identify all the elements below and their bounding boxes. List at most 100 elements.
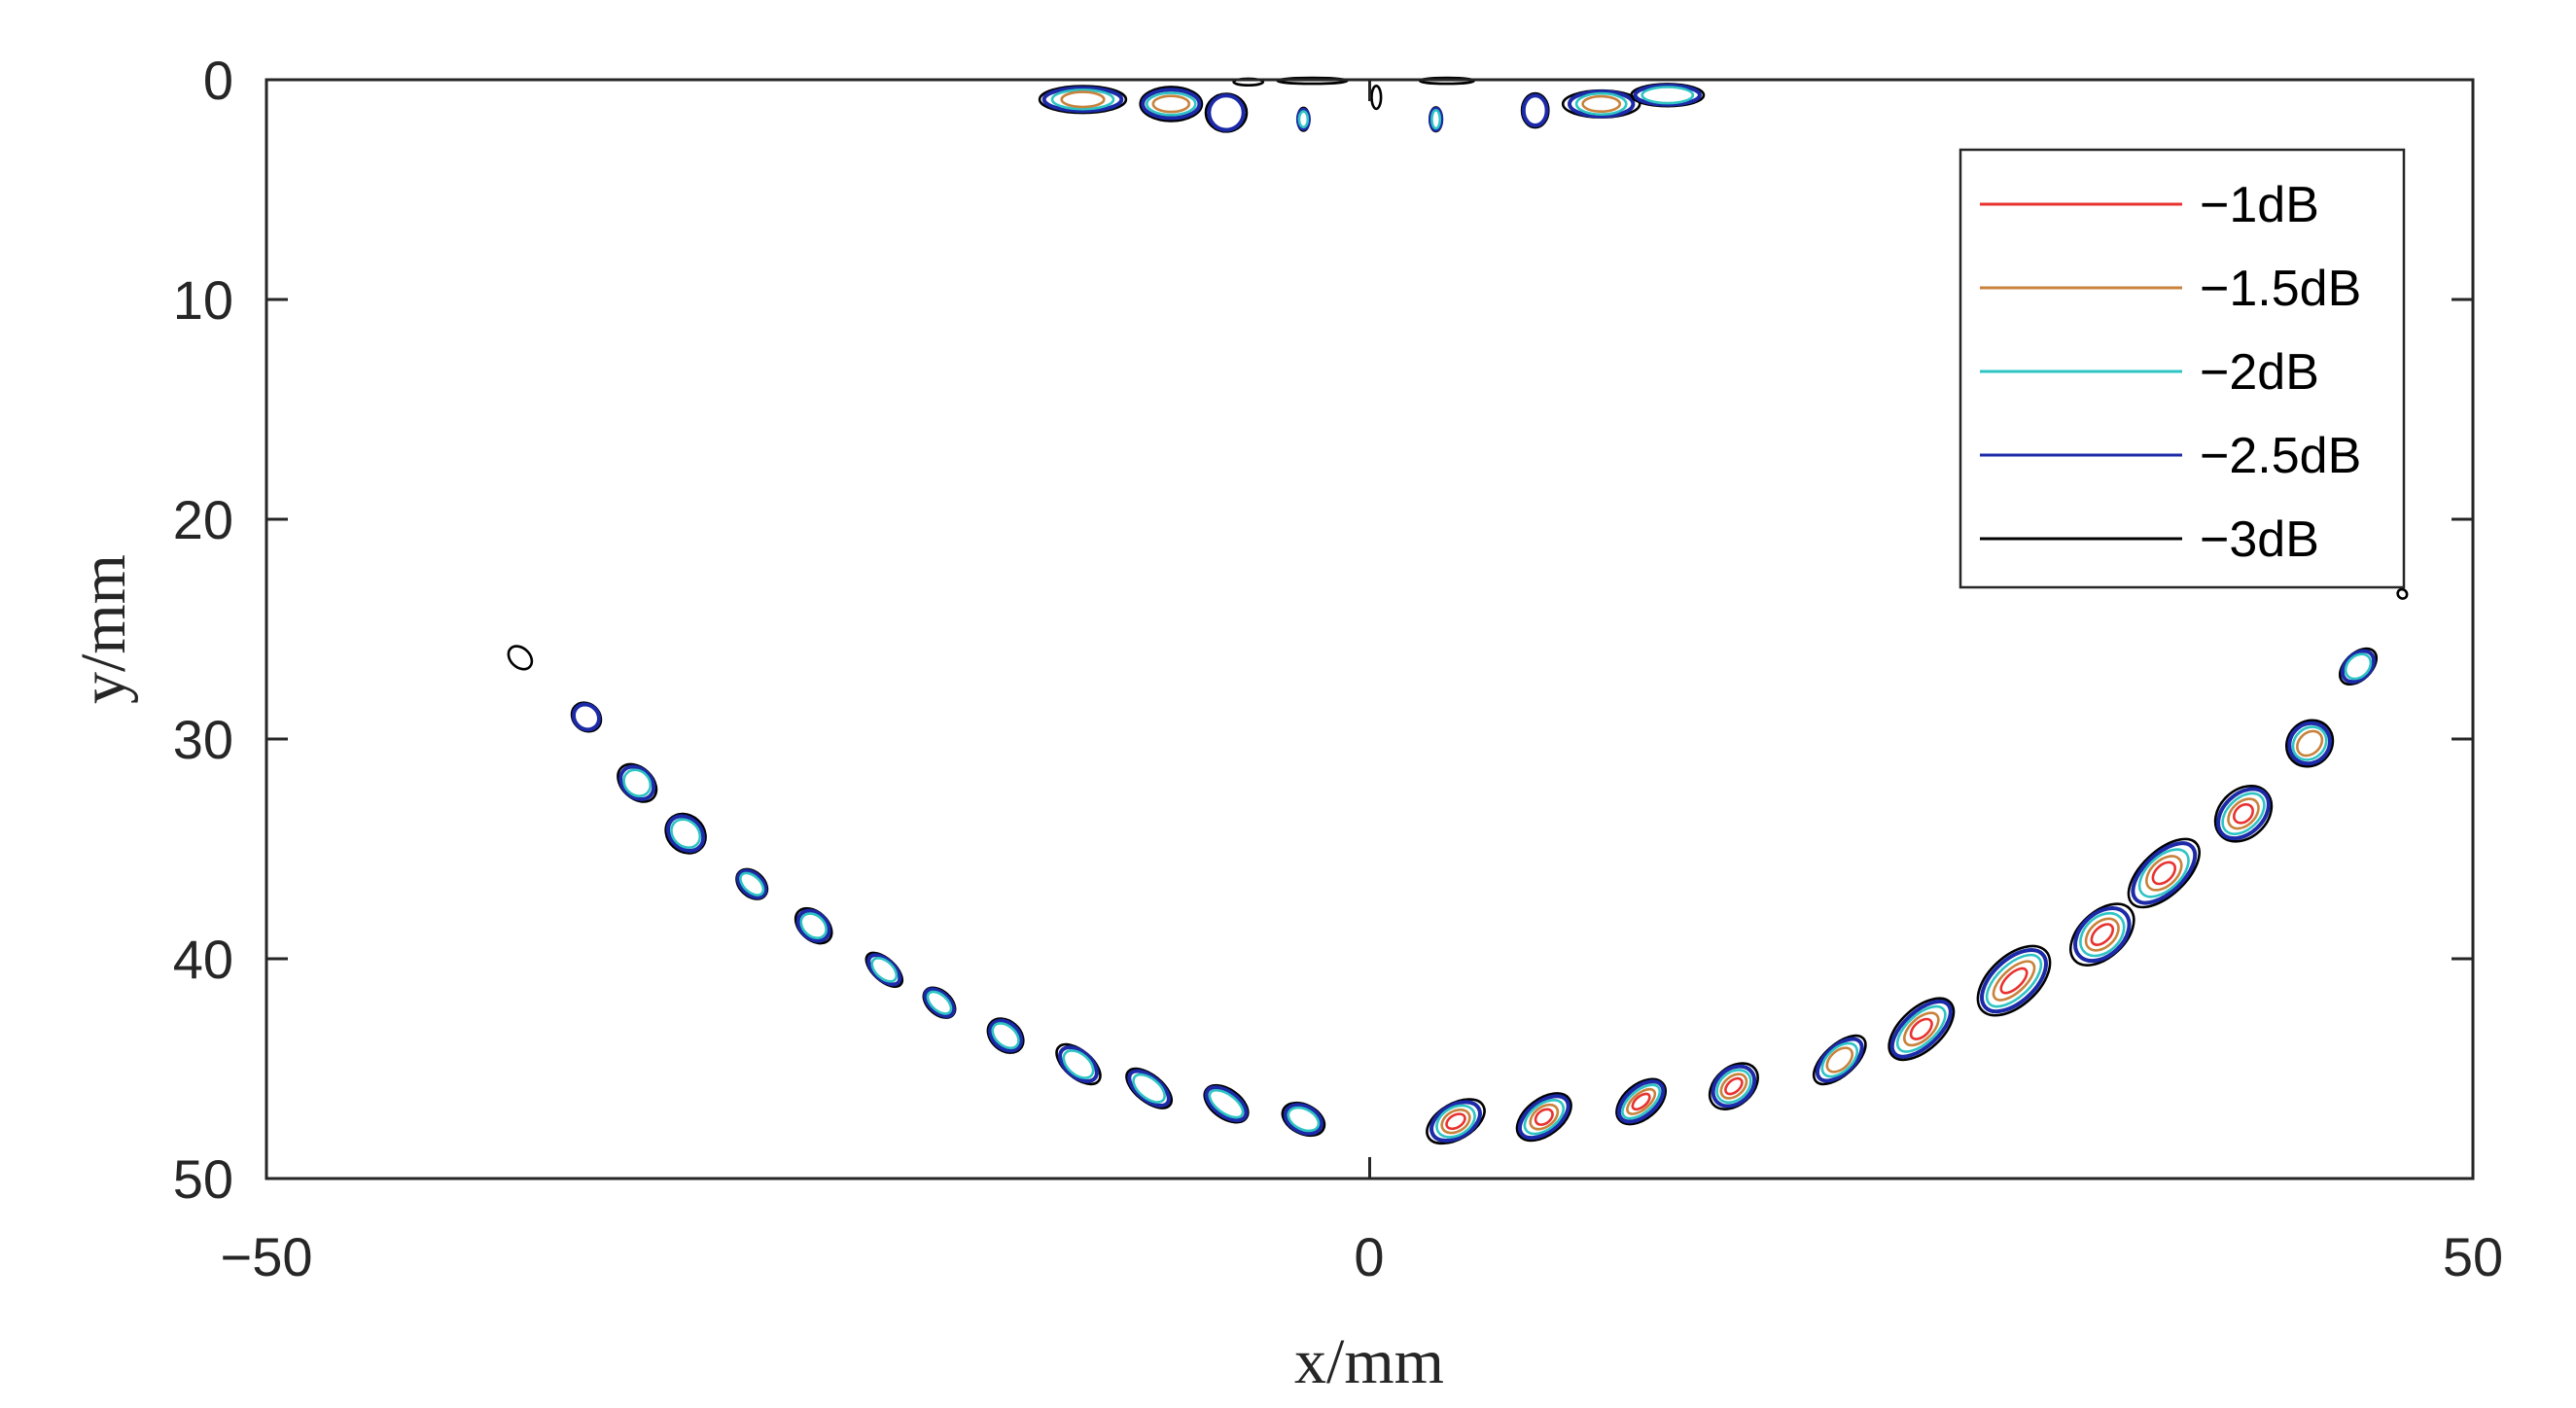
y-tick-label: 30 [173, 709, 233, 770]
contour-line [1517, 1094, 1570, 1141]
legend-box [1958, 148, 2406, 589]
contour-line [2221, 792, 2266, 835]
contour-line [666, 814, 706, 853]
contour-line [870, 957, 899, 983]
contour-blob [1520, 91, 1550, 129]
contour-line [865, 951, 904, 988]
contour-line [1429, 1100, 1482, 1144]
contour-blob [2396, 587, 2409, 600]
legend: −1dB −1.5dB −2dB −2.5dB −3dB [1958, 148, 2406, 589]
contour-line [1058, 1045, 1099, 1083]
contour-blob [1812, 1034, 1867, 1086]
contour-line [2340, 649, 2377, 685]
contour-line [1616, 1079, 1666, 1124]
contour-line [1621, 1083, 1662, 1120]
x-axis-title: x/mm [1294, 1326, 1444, 1397]
contour-line [1426, 1098, 1486, 1145]
contour-line [664, 812, 707, 855]
contour-line [2079, 911, 2126, 958]
contour-blob [1426, 1098, 1486, 1145]
contour-line [1980, 948, 2048, 1014]
contour-line [1141, 88, 1202, 121]
contour-line [618, 764, 656, 801]
contour-line [926, 990, 953, 1015]
contour-blob [1203, 1083, 1250, 1124]
legend-entry: −1.5dB [1980, 261, 2361, 317]
contour-line [795, 908, 831, 943]
contour-blob [1561, 88, 1641, 119]
y-tick-label: 20 [173, 489, 233, 550]
contour-blob [1204, 92, 1249, 133]
contour-line [1626, 1087, 1657, 1115]
contour-line [1992, 960, 2036, 1002]
contour-blob [664, 812, 707, 855]
contour-line [1132, 1073, 1166, 1104]
contour-line [2151, 861, 2176, 886]
contour-blob [1125, 1067, 1173, 1109]
contour-line [2145, 855, 2183, 892]
contour-blob [986, 1017, 1025, 1054]
contour-blob [507, 645, 534, 671]
contour-line [1903, 1011, 1940, 1047]
contour-line [1139, 86, 1204, 123]
contour-line [2284, 719, 2335, 768]
contour-blob [1428, 106, 1444, 133]
legend-entry: −3dB [1980, 511, 2319, 568]
contour-blob [1708, 1062, 1759, 1110]
contour-line [2338, 647, 2379, 686]
contour-blob [1370, 84, 1383, 111]
contour-line [1287, 1106, 1321, 1133]
legend-label: −1.5dB [2200, 261, 2361, 317]
contour-line [923, 987, 956, 1018]
contour-line [2344, 652, 2373, 681]
contour-line [2396, 587, 2409, 600]
contour-line [1641, 86, 1695, 105]
legend-label: −2dB [2200, 344, 2319, 401]
contour-line [736, 868, 768, 899]
contour-blob [735, 867, 769, 900]
contour-line [2296, 729, 2324, 757]
contour-line [1515, 1092, 1572, 1143]
contour-line [1976, 944, 2052, 1017]
contour-line [2137, 848, 2190, 898]
contour-line [2227, 797, 2260, 830]
contour-line [571, 702, 602, 732]
x-tick-labels: −50 0 50 [221, 1226, 2504, 1287]
contour-line [1568, 89, 1636, 119]
contour-line [1060, 90, 1106, 109]
contour-line [2073, 906, 2132, 964]
contour-blob [1139, 86, 1204, 123]
contour-blob [2213, 785, 2274, 843]
contour-line [991, 1022, 1020, 1050]
contour-line [1440, 1108, 1471, 1135]
legend-entry: −2.5dB [1980, 428, 2361, 484]
contour-blob [1281, 1101, 1326, 1138]
contour-line [1055, 1042, 1102, 1086]
contour-blob [1295, 106, 1311, 132]
contour-blob [2069, 902, 2135, 967]
contour-line [617, 762, 658, 803]
contour-line [1615, 1077, 1667, 1126]
contour-line [1297, 110, 1310, 129]
y-tick-label: 10 [173, 269, 233, 331]
y-tick-labels: 0 10 20 30 40 50 [173, 50, 233, 1210]
contour-line [2127, 837, 2201, 909]
contour-line [2084, 917, 2120, 952]
contour-line [1204, 92, 1249, 133]
x-tick-label: 0 [1354, 1226, 1384, 1287]
contour-blob [570, 701, 603, 733]
contour-line [1151, 94, 1191, 114]
legend-label: −1dB [2200, 177, 2319, 233]
contour-line [1207, 93, 1246, 132]
contour-line [1812, 1034, 1867, 1086]
contour-line [799, 912, 828, 939]
contour-line [2090, 923, 2115, 946]
contour-line [2291, 725, 2328, 761]
contour-blob [1515, 1092, 1572, 1143]
contour-line [1283, 1103, 1323, 1136]
contour-line [1820, 1041, 1859, 1078]
legend-entry: −2dB [1980, 344, 2319, 401]
contour-line [1529, 1103, 1560, 1131]
contour-line [1711, 1064, 1757, 1109]
